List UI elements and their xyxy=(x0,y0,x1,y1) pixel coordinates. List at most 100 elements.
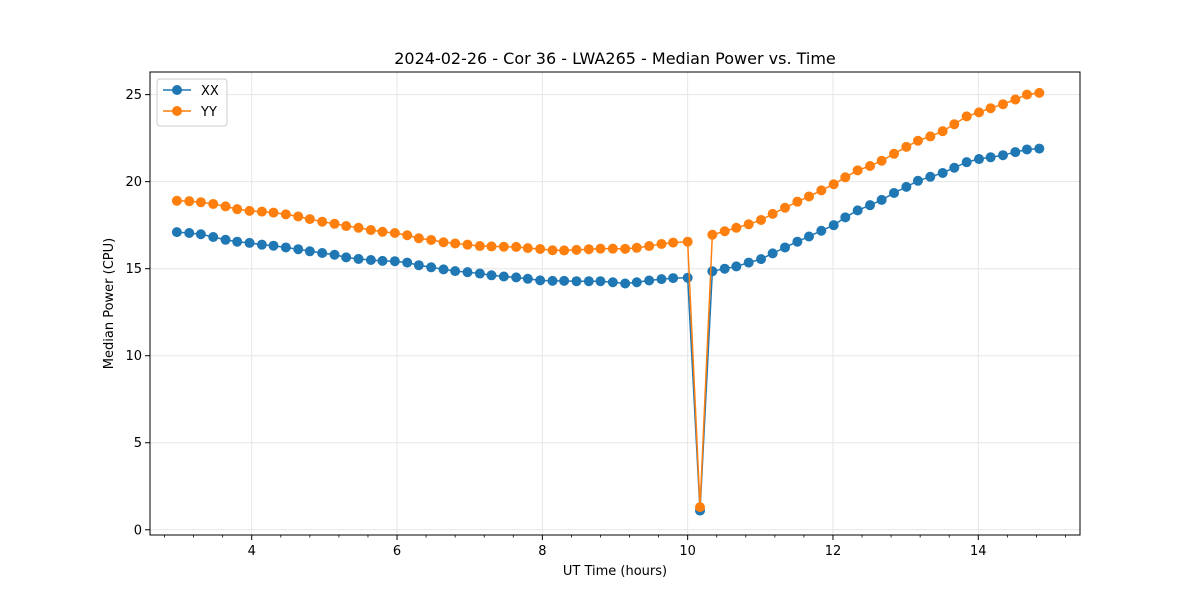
data-point-yy xyxy=(280,209,291,220)
data-point-yy xyxy=(293,211,304,222)
data-point-xx xyxy=(522,273,533,284)
data-point-xx xyxy=(474,268,485,279)
data-point-xx xyxy=(547,275,558,286)
data-point-yy xyxy=(620,243,631,254)
data-point-yy xyxy=(486,241,497,252)
data-point-xx xyxy=(535,275,546,286)
data-point-yy xyxy=(644,241,655,252)
y-tick-label: 10 xyxy=(125,349,142,364)
data-point-xx xyxy=(365,254,376,265)
data-point-xx xyxy=(780,242,791,253)
data-point-xx xyxy=(171,227,182,238)
data-point-yy xyxy=(353,222,364,233)
data-point-yy xyxy=(426,234,437,245)
data-point-xx xyxy=(184,228,195,239)
data-point-yy xyxy=(244,205,255,216)
data-point-xx xyxy=(280,242,291,253)
data-point-xx xyxy=(876,194,887,205)
data-point-yy xyxy=(1034,87,1045,98)
data-point-yy xyxy=(522,243,533,254)
data-point-yy xyxy=(171,195,182,206)
data-point-xx xyxy=(232,236,243,247)
data-point-xx xyxy=(353,253,364,264)
data-point-xx xyxy=(268,240,279,251)
y-tick-label: 0 xyxy=(134,523,142,538)
data-point-xx xyxy=(583,276,594,287)
data-point-xx xyxy=(682,272,693,283)
data-point-xx xyxy=(208,232,219,243)
data-point-yy xyxy=(707,229,718,240)
data-point-yy xyxy=(450,238,461,249)
data-point-xx xyxy=(413,260,424,271)
data-point-yy xyxy=(889,148,899,159)
data-point-xx xyxy=(997,150,1008,161)
data-point-yy xyxy=(719,226,730,237)
grid xyxy=(150,72,1080,535)
data-point-yy xyxy=(474,241,485,252)
data-point-xx xyxy=(852,205,863,216)
data-point-xx xyxy=(707,266,718,277)
data-point-xx xyxy=(912,175,923,186)
data-point-yy xyxy=(865,160,876,171)
data-point-yy xyxy=(317,216,328,227)
data-point-yy xyxy=(937,126,948,137)
data-point-yy xyxy=(682,236,693,247)
data-point-yy xyxy=(656,238,667,249)
data-point-xx xyxy=(840,212,851,223)
data-point-yy xyxy=(365,225,376,236)
data-point-xx xyxy=(1021,144,1032,155)
data-point-xx xyxy=(402,257,413,268)
data-point-xx xyxy=(949,162,960,173)
y-tick-label: 20 xyxy=(125,175,142,190)
y-tick-label: 25 xyxy=(125,88,142,103)
legend-label-xx: XX xyxy=(201,84,219,99)
data-point-xx xyxy=(901,181,912,192)
data-point-yy xyxy=(985,103,996,114)
data-point-xx xyxy=(438,264,449,275)
data-point-xx xyxy=(256,239,267,250)
data-point-xx xyxy=(792,236,803,247)
data-point-xx xyxy=(450,266,461,277)
data-point-yy xyxy=(571,244,582,255)
data-point-xx xyxy=(377,255,388,266)
data-point-xx xyxy=(559,275,570,286)
data-point-yy xyxy=(268,207,279,218)
data-point-yy xyxy=(341,221,352,232)
data-point-yy xyxy=(304,214,315,225)
data-point-xx xyxy=(865,200,876,211)
data-point-yy xyxy=(184,196,195,207)
data-point-xx xyxy=(767,248,778,259)
data-point-xx xyxy=(925,171,936,182)
data-point-xx xyxy=(607,277,618,288)
data-point-yy xyxy=(912,135,923,146)
data-point-yy xyxy=(208,198,219,209)
data-point-xx xyxy=(816,225,827,236)
data-point-yy xyxy=(828,179,839,190)
data-point-yy xyxy=(997,99,1008,110)
data-point-yy xyxy=(232,204,243,215)
data-point-yy xyxy=(803,191,814,202)
axes: 4 6 8 10 12 14 0 5 10 15 20 25 xyxy=(125,88,1066,559)
data-point-yy xyxy=(974,107,985,118)
data-point-xx xyxy=(644,275,655,286)
data-point-yy xyxy=(631,242,642,253)
data-point-yy xyxy=(595,243,606,254)
data-point-xx xyxy=(620,278,631,289)
data-point-yy xyxy=(876,155,887,166)
data-point-yy xyxy=(498,241,509,252)
data-point-xx xyxy=(220,234,231,245)
data-point-yy xyxy=(668,237,679,248)
data-point-xx xyxy=(486,270,497,281)
x-axis-label: UT Time (hours) xyxy=(563,564,667,579)
data-point-xx xyxy=(974,154,985,165)
legend: XX YY xyxy=(156,78,228,127)
x-tick-label: 10 xyxy=(679,544,696,559)
data-point-yy xyxy=(547,245,558,256)
data-point-yy xyxy=(559,245,570,256)
data-point-yy xyxy=(511,241,522,252)
data-point-yy xyxy=(767,208,778,219)
data-point-xx xyxy=(304,246,315,257)
data-point-yy xyxy=(1021,89,1032,100)
data-point-yy xyxy=(438,237,449,248)
